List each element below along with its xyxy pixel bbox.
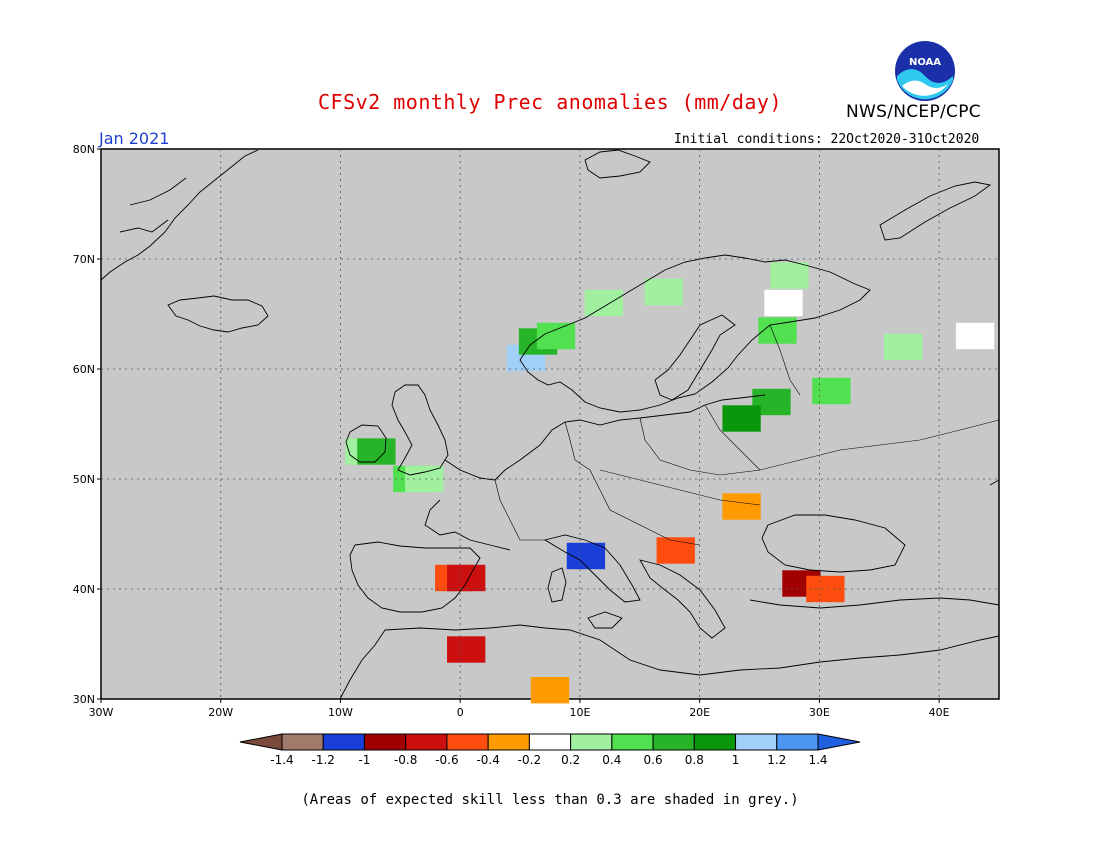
anomaly-cell [955,322,995,350]
lat-tick-label: 40N [73,583,95,596]
colorbar-label: -0.6 [435,753,458,767]
anomaly-cell [806,575,845,603]
colorbar-box [693,733,737,751]
colorbar-box [405,733,448,751]
anomaly-cell [722,493,761,520]
lon-labels: 30W 20W 10W 0 10E 20E 30E 40E [89,706,950,719]
anomaly-cell [644,278,683,306]
colorbar-box [487,733,530,751]
anomaly-cell [764,289,803,317]
anomaly-cell [447,564,486,592]
colorbar-label: -0.8 [394,753,417,767]
forecast-month: Jan 2021 [99,129,170,148]
colorbar-box [776,733,819,751]
lat-tick-label: 70N [73,253,95,266]
colorbar-label: -1.2 [312,753,335,767]
anomaly-cell [656,537,695,564]
colorbar-right-arrow [817,733,861,751]
colorbar-label: -0.2 [518,753,541,767]
colorbar-label: 0.6 [644,753,663,767]
colorbar-label: -0.4 [476,753,499,767]
lat-tick-label: 80N [73,143,95,156]
colorbar-label: 1.4 [808,753,827,767]
axis-ticks [97,148,940,703]
lat-lon-grid [101,149,999,699]
noaa-logo: NOAA [894,40,956,106]
colorbar-left-arrow [239,733,283,751]
colorbar-box [322,733,365,751]
colorbar-label: 0.2 [561,753,580,767]
noaa-logo-text: NOAA [909,57,941,68]
anomaly-cell [722,405,761,432]
lon-tick-label: 20E [689,706,710,719]
lon-tick-label: 30E [809,706,830,719]
map-title: CFSv2 monthly Prec anomalies (mm/day) [317,90,783,114]
lat-labels: 80N 70N 60N 50N 40N 30N [73,143,95,706]
coastlines [100,149,1000,700]
anomaly-cell [584,289,624,317]
lon-tick-label: 10W [328,706,353,719]
colorbar-box [446,733,489,751]
colorbar-label: 0.8 [685,753,704,767]
colorbar-label: -1 [358,753,370,767]
colorbar-label: -1.4 [270,753,293,767]
lat-tick-label: 50N [73,473,95,486]
anomaly-cell [536,322,576,350]
skill-footnote: (Areas of expected skill less than 0.3 a… [301,792,799,808]
agency-label: NWS/NCEP/CPC [846,102,981,122]
colorbar-label: 0.4 [602,753,621,767]
anomaly-cell [812,377,851,405]
colorbar-label: 1 [732,753,740,767]
precip-anomaly-map: 30W 20W 10W 0 10E 20E 30E 40E 80N 70N 60N 50N 40N 30… [73,143,1000,767]
lat-tick-label: 30N [73,693,95,706]
map-frame [100,148,1000,700]
colorbar-box [652,733,695,751]
lon-tick-label: 40E [929,706,950,719]
lon-tick-label: 30W [89,706,114,719]
colorbar-box [570,733,613,751]
colorbar-box [528,733,572,751]
lat-tick-label: 60N [73,363,95,376]
colorbar-label: 1.2 [767,753,786,767]
colorbar-box [611,733,654,751]
anomaly-cell [770,262,809,289]
lon-tick-label: 20W [208,706,233,719]
colorbar-box [281,733,324,751]
anomaly-cells [345,262,995,704]
anomaly-cell [447,636,486,663]
colorbar [239,733,861,751]
anomaly-cell [884,333,923,361]
lon-tick-label: 10E [569,706,590,719]
anomaly-cell [530,677,570,704]
lon-tick-label: 0 [457,706,464,719]
initial-conditions: Initial conditions: 22Oct2020-31Oct2020 [674,132,980,147]
colorbar-box [363,733,407,751]
colorbar-labels: -1.4 -1.2 -1 -0.8 -0.6 -0.4 -0.2 0.2 0.4 0.6 0.8 1 1… [270,753,827,767]
colorbar-box [735,733,778,751]
